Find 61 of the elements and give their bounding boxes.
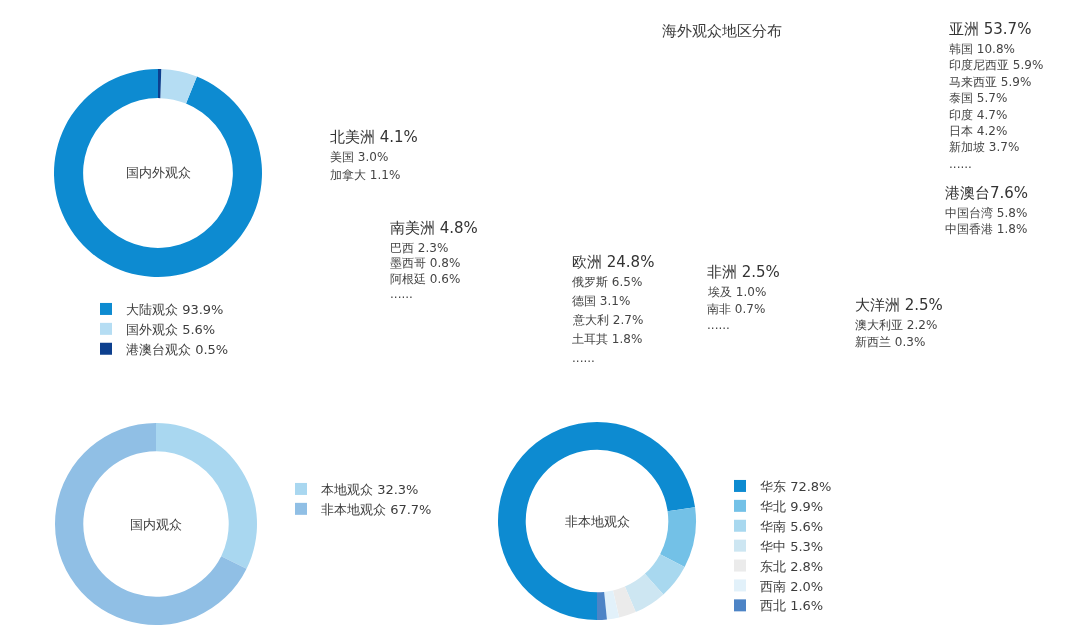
text: ...... — [949, 157, 972, 171]
legend-label: 华南 5.6% — [760, 518, 824, 534]
text: 埃及 1.0% — [707, 285, 767, 299]
text: 非洲 2.5% — [707, 263, 780, 281]
legend-label: 华中 5.3% — [760, 538, 824, 554]
text: 印度尼西亚 5.9% — [949, 58, 1044, 72]
text: 马来西亚 5.9% — [949, 75, 1032, 89]
legend-label: 非本地观众 67.7% — [321, 501, 432, 517]
donut-slice — [624, 573, 664, 613]
text: 澳大利亚 2.2% — [855, 318, 938, 332]
donut-slice — [160, 69, 197, 104]
text: 意大利 2.7% — [572, 313, 644, 327]
donut-slice — [156, 423, 257, 569]
legend-label: 西北 1.6% — [760, 598, 824, 614]
text: 加拿大 1.1% — [330, 168, 401, 182]
text: 巴西 2.3% — [390, 241, 449, 255]
text: 韩国 10.8% — [949, 42, 1015, 56]
legend-label: 华东 72.8% — [760, 479, 832, 495]
donut-slice — [158, 69, 162, 99]
text: 国内观众 — [130, 517, 182, 532]
text: 新加坡 3.7% — [949, 140, 1020, 154]
text: 新西兰 0.3% — [855, 335, 926, 349]
donut-slice — [597, 591, 607, 620]
text: 土耳其 1.8% — [572, 332, 643, 346]
text: 欧洲 24.8% — [572, 253, 655, 271]
text: 德国 3.1% — [572, 294, 631, 308]
donut-slice — [660, 507, 696, 568]
donut-slice — [604, 590, 620, 620]
legend-label: 港澳台观众 0.5% — [126, 341, 229, 357]
legend-label: 国外观众 5.6% — [126, 321, 216, 337]
legend-label: 本地观众 32.3% — [321, 482, 419, 498]
donut-slice — [54, 69, 262, 277]
text: 墨西哥 0.8% — [390, 256, 461, 270]
text: 南非 0.7% — [707, 302, 766, 316]
text: ...... — [707, 318, 730, 332]
legend-label: 西南 2.0% — [760, 578, 824, 594]
text: ...... — [572, 351, 595, 365]
text: 南美洲 4.8% — [390, 219, 478, 237]
text: 大洋洲 2.5% — [855, 296, 943, 314]
text: 印度 4.7% — [949, 108, 1008, 122]
legend-label: 华北 9.9% — [760, 498, 824, 514]
text: 国内外观众 — [126, 165, 191, 180]
legend-label: 东北 2.8% — [760, 558, 824, 574]
text: 亚洲 53.7% — [949, 20, 1032, 38]
text: 阿根廷 0.6% — [390, 272, 461, 286]
text: 港澳台7.6% — [945, 184, 1029, 202]
text: 美国 3.0% — [330, 150, 389, 164]
text: 俄罗斯 6.5% — [572, 275, 643, 289]
text: 中国台湾 5.8% — [945, 206, 1028, 220]
donut-slice — [55, 423, 247, 625]
text: 北美洲 4.1% — [330, 128, 418, 146]
donut-slice — [612, 586, 636, 618]
text: 海外观众地区分布 — [662, 22, 782, 40]
text: 非本地观众 — [565, 514, 630, 529]
legend-label: 大陆观众 93.9% — [126, 302, 224, 318]
text: 日本 4.2% — [949, 124, 1008, 138]
text: 中国香港 1.8% — [945, 222, 1028, 236]
text: ...... — [390, 287, 413, 301]
donut-slice — [498, 422, 696, 620]
text: 泰国 5.7% — [949, 91, 1008, 105]
donut-slice — [644, 554, 685, 595]
